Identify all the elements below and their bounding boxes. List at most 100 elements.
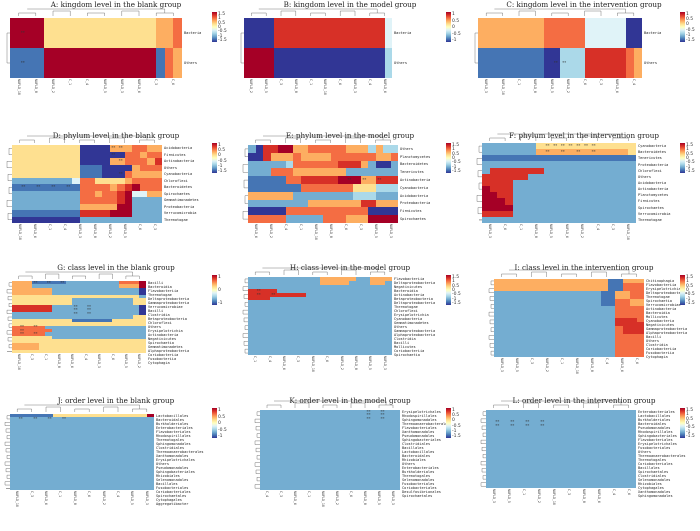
heatmap-cell: [601, 353, 609, 357]
heatmap-cell: [358, 468, 365, 472]
heatmap-cell: [327, 323, 335, 328]
row-label: Erysipelotrichales: [402, 410, 441, 414]
heatmap-cell: [622, 290, 630, 295]
heatmap-cell: [601, 306, 609, 311]
heatmap-cell: [338, 145, 346, 153]
heatmap-cell: [535, 173, 544, 180]
heatmap-cell: [325, 48, 333, 78]
significance-mark: **: [66, 184, 71, 190]
heatmap-cell: [522, 294, 530, 299]
heatmap-cell: [323, 479, 330, 483]
heatmap-cell: [57, 164, 65, 171]
heatmap-cell: [546, 431, 554, 435]
heatmap-cell: [31, 483, 39, 487]
heatmap-cell: [81, 433, 90, 438]
heatmap-cell: [365, 464, 372, 469]
heatmap-cell: [57, 171, 65, 178]
heatmap-cell: [591, 466, 599, 471]
heatmap-cell: [263, 152, 271, 161]
colorbar-tick: 1: [686, 412, 689, 418]
heatmap-cell: [312, 316, 320, 320]
heatmap-cell: [38, 281, 46, 285]
heatmap-cell: [96, 453, 104, 457]
heatmap-cell: [598, 466, 606, 471]
heatmap-cell: [582, 155, 590, 162]
heatmap-cell: [53, 447, 61, 451]
heatmap-cell: [612, 173, 621, 180]
row-label: Cyanobacteria: [646, 319, 675, 323]
heatmap-cell: [323, 439, 330, 443]
heatmap-cell: [586, 329, 594, 334]
heatmap-cell: [628, 204, 636, 211]
heatmap-cell: [315, 176, 323, 184]
heatmap-cell: [372, 457, 379, 461]
heatmap-cell: [53, 414, 61, 418]
heatmap-cell: [566, 149, 575, 156]
heatmap-cell: [591, 427, 599, 432]
heatmap-cell: [529, 333, 537, 338]
heatmap-cell: [332, 18, 341, 48]
heatmap-cell: [255, 304, 263, 309]
heatmap-cell: [139, 322, 146, 326]
heatmap-cell: [330, 479, 337, 483]
heatmap-cell: [529, 341, 537, 346]
heatmap-cell: [543, 286, 552, 291]
heatmap-cell: [620, 173, 629, 180]
heatmap-cell: [551, 286, 559, 291]
heatmap-cell: [139, 332, 146, 336]
heatmap-cell: [125, 430, 133, 434]
heatmap-cell: [497, 198, 506, 205]
heatmap-cell: [628, 484, 636, 488]
heatmap-cell: [288, 464, 295, 469]
heatmap-cell: [559, 18, 569, 48]
significance-mark: **: [111, 151, 116, 157]
heatmap-cell: [124, 177, 132, 184]
heatmap-cell: [45, 318, 53, 323]
heatmap-cell: [103, 463, 111, 467]
column-label: NAFLD_5: [122, 224, 127, 238]
heatmap-cell: [85, 287, 93, 292]
heatmap-cell: [267, 435, 274, 440]
heatmap-cell: [78, 301, 86, 305]
dendrogram-branch: [27, 135, 148, 140]
heatmap-cell: [377, 292, 385, 297]
heatmap-cell: [276, 292, 284, 297]
heatmap-cell: [531, 477, 539, 481]
heatmap-cell: [74, 437, 82, 441]
row-label: Fusobacteriales: [156, 486, 189, 490]
panel-title: G: class level in the blank group: [57, 263, 175, 272]
heatmap-cell: [512, 179, 521, 187]
heatmap-cell: [52, 308, 59, 312]
heatmap-cell: [278, 207, 286, 216]
dendrogram: [6, 135, 155, 220]
heatmap-cell: [589, 155, 598, 162]
heatmap-cell: [316, 486, 323, 490]
heatmap-cell: [17, 470, 25, 474]
colorbar: [446, 143, 451, 173]
row-label: Chloroflexi: [394, 309, 418, 313]
heatmap-cell: [377, 296, 385, 301]
heatmap-cell: [302, 431, 309, 436]
heatmap-cell: [81, 447, 90, 451]
heatmap-cell: **: [538, 420, 546, 425]
heatmap-cell: [593, 341, 602, 346]
heatmap-cell: [18, 284, 26, 288]
heatmap-cell: [516, 434, 524, 439]
heatmap-cell: [18, 298, 26, 302]
heatmap-cell: [74, 427, 82, 431]
heatmap-cell: [255, 327, 263, 332]
significance-mark: **: [545, 149, 550, 155]
heatmap-cell: [308, 215, 316, 223]
heatmap-cell: [608, 310, 616, 315]
heatmap-cell: [92, 322, 100, 326]
heatmap-cell: [305, 284, 313, 289]
dendrogram-branch: [242, 164, 248, 173]
heatmap-cell: [45, 437, 54, 441]
row-labels: Acidobacteria Firmicutes Actinobacteria Oth…: [164, 145, 199, 223]
column-label: C_4: [631, 79, 636, 85]
heatmap-cell: [574, 161, 583, 168]
row-label: Flavobacteriales: [156, 430, 191, 434]
heatmap-cell: [494, 298, 502, 303]
heatmap-cell: [598, 473, 606, 478]
heatmap-cell: [262, 304, 270, 309]
